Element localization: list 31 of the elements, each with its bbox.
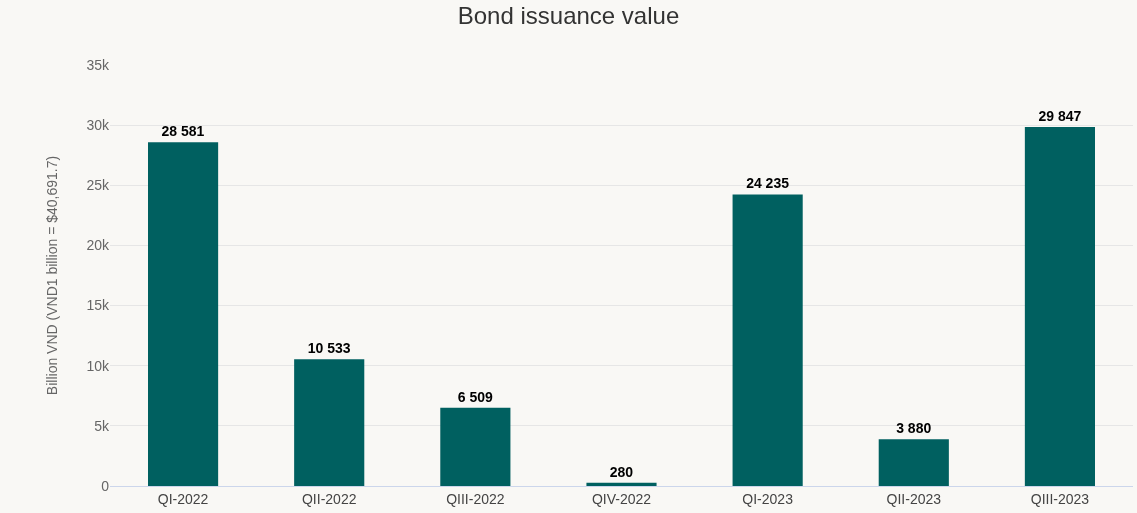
y-tick-label: 10k bbox=[86, 357, 110, 374]
y-tick-label: 0 bbox=[101, 477, 110, 494]
x-tick-label: QII-2022 bbox=[301, 490, 357, 507]
data-label: 3 880 bbox=[896, 420, 932, 437]
y-tick-label: 15k bbox=[86, 297, 110, 314]
data-label: 6 509 bbox=[457, 388, 493, 405]
bar bbox=[1024, 126, 1095, 486]
bar bbox=[732, 194, 803, 486]
y-tick-label: 20k bbox=[86, 237, 110, 254]
x-tick-label: QI-2023 bbox=[742, 490, 794, 507]
x-tick-label: QIII-2022 bbox=[446, 490, 505, 507]
x-tick-label: QIV-2022 bbox=[591, 490, 652, 507]
bar bbox=[586, 482, 657, 486]
chart-title: Bond issuance value bbox=[457, 2, 680, 30]
y-tick-label: 35k bbox=[86, 56, 110, 73]
data-label: 29 847 bbox=[1038, 107, 1082, 124]
bar bbox=[148, 142, 219, 486]
x-tick-label: QI-2022 bbox=[157, 490, 209, 507]
bar bbox=[878, 439, 949, 486]
x-tick-label: QIII-2023 bbox=[1030, 490, 1090, 507]
x-tick-label: QII-2023 bbox=[886, 490, 942, 507]
data-label: 24 235 bbox=[746, 175, 790, 192]
y-tick-label: 25k bbox=[86, 177, 110, 194]
y-tick-label: 5k bbox=[94, 417, 110, 434]
bar bbox=[294, 359, 365, 486]
data-label: 280 bbox=[609, 463, 634, 480]
data-label: 28 581 bbox=[161, 123, 205, 140]
data-label: 10 533 bbox=[307, 340, 351, 357]
y-tick-label: 30k bbox=[86, 117, 110, 134]
y-axis-title: Billion VND (VND1 billion = $40,691.7) bbox=[44, 155, 61, 396]
bar bbox=[440, 407, 511, 486]
